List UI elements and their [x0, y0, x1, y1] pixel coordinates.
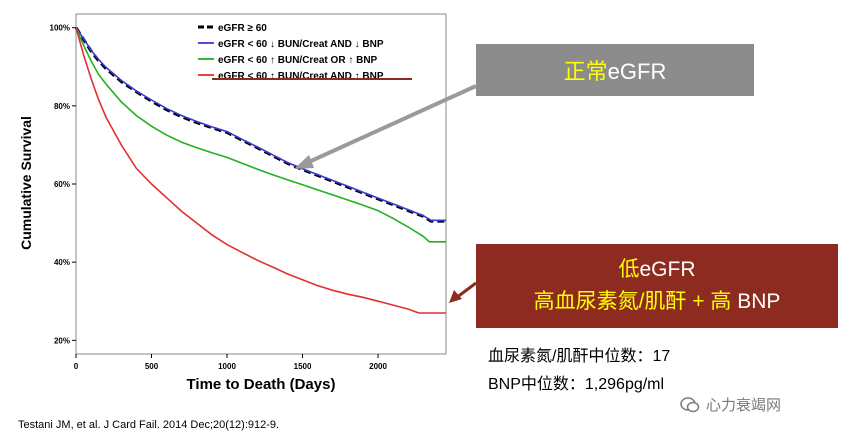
annotation-low-egfr: 低eGFR 高血尿素氮/肌酐 + 高 BNP [476, 244, 838, 328]
x-tick-label: 0 [74, 362, 79, 371]
median-bnp: BNP中位数：1,296pg/ml [488, 376, 665, 393]
low-line2-part1: 高血尿素氮/肌酐 [533, 290, 687, 313]
pointer-arrowhead-low [449, 290, 462, 303]
low-line1-highlight: 低 [618, 258, 640, 281]
plot-area [75, 13, 447, 355]
y-axis-label: Cumulative Survival [18, 116, 34, 250]
y-tick-label: 60% [54, 180, 70, 189]
low-line2-part2: + [686, 290, 711, 313]
series-line-2 [75, 27, 446, 243]
legend: eGFR ≥ 60 eGFR < 60 ↓ BUN/Creat AND ↓ BNP… [198, 23, 384, 82]
pointer-arrowhead-normal [294, 155, 314, 169]
median-bun-creat: 血尿素氮/肌酐中位数：17 [488, 348, 671, 365]
low-line1-rest: eGFR [639, 258, 696, 281]
legend-label-1: eGFR < 60 ↓ BUN/Creat AND ↓ BNP [218, 39, 384, 50]
citation: Testani JM, et al. J Card Fail. 2014 Dec… [18, 419, 280, 431]
y-tick-label: 40% [54, 258, 70, 267]
legend-label-0: eGFR ≥ 60 [218, 23, 267, 34]
wechat-icon [680, 396, 700, 412]
legend-label-3: eGFR < 60 ↑ BUN/Creat AND ↑ BNP [218, 71, 384, 82]
pointer-arrow-low [455, 281, 477, 300]
y-tick-label: 80% [54, 102, 70, 111]
normal-rest: eGFR [607, 59, 667, 84]
series-lines [74, 26, 446, 314]
legend-label-2: eGFR < 60 ↑ BUN/Creat OR ↑ BNP [218, 55, 378, 66]
series-line-3 [75, 27, 446, 314]
x-tick-label: 1000 [218, 362, 236, 371]
series-line-1 [75, 27, 446, 222]
watermark: 心力衰竭网 [680, 394, 781, 415]
normal-highlight: 正常 [563, 59, 608, 84]
pointer-arrow-normal [299, 84, 477, 168]
y-tick-label: 100% [50, 24, 70, 33]
axes: 0 500 1000 1500 2000 20% 40% 60% 80% 100% [50, 24, 388, 371]
x-tick-label: 500 [145, 362, 159, 371]
x-axis-label: Time to Death (Days) [187, 376, 336, 393]
x-tick-label: 2000 [369, 362, 387, 371]
watermark-text: 心力衰竭网 [706, 397, 782, 414]
y-tick-label: 20% [54, 336, 70, 345]
low-line2-part4: BNP [731, 290, 781, 313]
low-line2-part3: 高 [710, 290, 732, 313]
x-tick-label: 1500 [294, 362, 312, 371]
annotation-normal-egfr: 正常eGFR [476, 44, 754, 96]
